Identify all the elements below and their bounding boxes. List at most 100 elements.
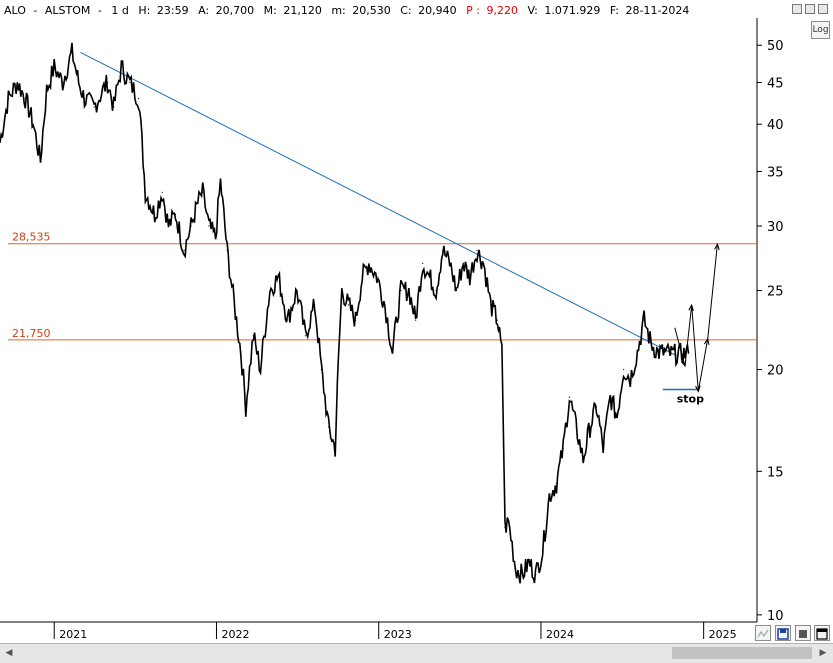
price-point: [555, 482, 558, 484]
horizontal-scrollbar[interactable]: ◀ ▶: [0, 643, 833, 663]
scroll-left-icon[interactable]: ◀: [5, 648, 13, 658]
x-tick-label: 2025: [709, 628, 737, 641]
price-point: [582, 459, 584, 461]
price-point: [296, 289, 298, 292]
price-point: [138, 98, 140, 100]
price-point: [341, 289, 343, 292]
y-tick-label: 10: [767, 609, 784, 624]
header-close: 20,940: [418, 4, 457, 17]
header-interval: 1 d: [111, 4, 128, 17]
header-time: 23:59: [157, 4, 189, 17]
header-date: 28-11-2024: [626, 4, 690, 17]
header-max-label: M:: [264, 4, 277, 17]
price-point: [400, 289, 402, 292]
window-controls: [792, 4, 830, 16]
price-point: [674, 353, 676, 355]
price-point: [568, 396, 571, 398]
price-point: [120, 66, 122, 68]
price-point: [663, 351, 666, 353]
price-point: [521, 574, 523, 576]
price-point: [161, 191, 163, 193]
y-tick-label: 25: [767, 285, 784, 300]
y-tick-label: 50: [767, 39, 784, 54]
header-max: 21,120: [283, 4, 322, 17]
price-point: [462, 262, 464, 264]
header-open-label: A:: [198, 4, 209, 17]
price-point: [670, 353, 672, 355]
settings-icon[interactable]: [795, 625, 811, 641]
price-point: [490, 304, 492, 306]
y-tick-label: 15: [767, 465, 784, 480]
price-point: [442, 249, 444, 252]
price-point: [240, 351, 242, 353]
price-point: [422, 262, 424, 264]
price-point: [435, 289, 437, 292]
header-volume-label: V:: [527, 4, 537, 17]
price-point: [245, 406, 247, 408]
autoscale-glyph: [757, 629, 769, 638]
scroll-thumb[interactable]: [672, 647, 812, 659]
price-point: [46, 89, 48, 92]
header-time-label: H:: [138, 4, 150, 17]
header-separator-2: -: [98, 4, 102, 17]
minimize-icon[interactable]: [792, 4, 802, 14]
chart-header: ALO - ALSTOM - 1 d H: 23:59 A: 20,700 M:…: [4, 4, 689, 17]
projection-arrowhead: [714, 242, 720, 251]
price-point: [469, 276, 471, 278]
scroll-right-icon[interactable]: ▶: [819, 648, 827, 658]
projection-arrowhead: [680, 359, 687, 368]
price-point: [687, 352, 690, 354]
horizontal-levels: 28,535 21,750: [8, 231, 757, 341]
price-point: [455, 289, 458, 292]
y-tick-label: 30: [767, 220, 784, 235]
autoscale-icon[interactable]: [755, 625, 771, 641]
price-point: [190, 225, 192, 227]
price-point: [32, 123, 34, 125]
maximize-icon[interactable]: [805, 4, 815, 14]
price-point: [7, 98, 10, 100]
price-point: [93, 106, 95, 108]
price-point: [609, 396, 611, 398]
header-name: ALSTOM: [45, 4, 91, 17]
price-point: [334, 447, 336, 450]
header-close-label: C:: [400, 4, 411, 17]
projection-arrowhead: [688, 303, 694, 311]
price-point: [71, 51, 73, 53]
header-p-label: P :: [466, 4, 480, 17]
price-point: [415, 319, 417, 321]
y-tick-label: 40: [767, 118, 784, 133]
price-point: [277, 276, 279, 278]
price-point: [347, 304, 350, 306]
price-point: [113, 106, 115, 108]
price-point: [589, 426, 591, 428]
log-scale-button[interactable]: Log: [811, 21, 830, 39]
price-point: [214, 237, 217, 239]
price-point: [501, 351, 503, 353]
header-volume: 1.071.929: [544, 4, 600, 17]
price-point: [62, 81, 64, 84]
price-point: [259, 368, 262, 371]
header-separator: -: [33, 4, 37, 17]
price-point: [129, 81, 131, 84]
price-point: [327, 426, 330, 428]
price-point: [504, 526, 506, 529]
header-p-value: 9,220: [486, 4, 518, 17]
price-point: [233, 304, 235, 306]
trendline-layer: stop: [80, 51, 704, 406]
projection-arrowhead: [703, 337, 710, 345]
header-min: 20,530: [352, 4, 391, 17]
price-point: [384, 304, 386, 306]
header-min-label: m:: [331, 4, 345, 17]
price-point: [174, 213, 177, 216]
close-icon[interactable]: [818, 4, 828, 14]
price-point: [562, 447, 564, 450]
panel-icon[interactable]: [814, 625, 830, 641]
price-point: [629, 377, 631, 380]
price-point: [0, 141, 1, 143]
x-tick-label: 2022: [221, 628, 249, 641]
price-point: [314, 304, 316, 306]
price-point: [602, 447, 604, 450]
price-point: [677, 353, 679, 355]
save-icon[interactable]: [775, 625, 791, 641]
